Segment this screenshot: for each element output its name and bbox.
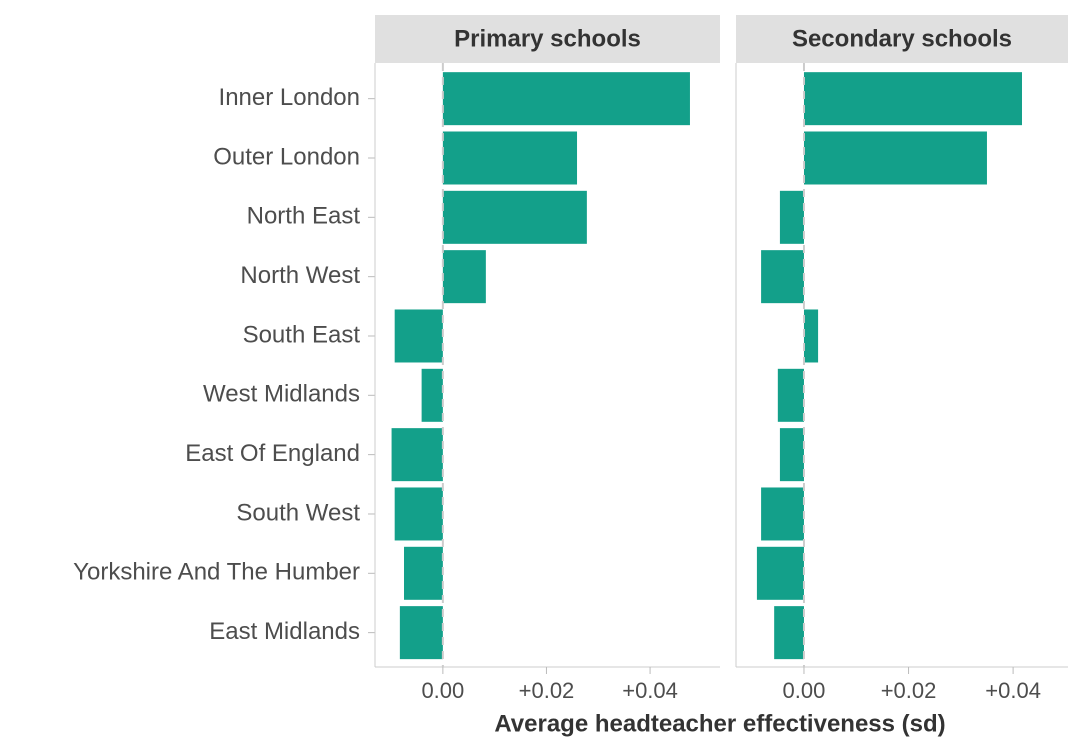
y-tick-label: South East bbox=[243, 321, 361, 348]
bar bbox=[779, 428, 804, 482]
x-tick-label: +0.04 bbox=[622, 678, 678, 703]
facet-strip bbox=[736, 15, 1068, 63]
bar bbox=[774, 606, 804, 660]
bar bbox=[779, 190, 804, 244]
bar bbox=[394, 309, 443, 363]
y-tick-label: Inner London bbox=[219, 84, 360, 111]
y-tick-label: East Of England bbox=[185, 440, 360, 467]
y-tick-label: West Midlands bbox=[203, 381, 360, 408]
x-tick-label: +0.04 bbox=[985, 678, 1041, 703]
bar bbox=[761, 250, 804, 304]
x-tick-label: 0.00 bbox=[783, 678, 826, 703]
x-tick-label: +0.02 bbox=[519, 678, 575, 703]
bar bbox=[404, 546, 443, 600]
bar bbox=[442, 131, 578, 185]
bar bbox=[803, 72, 1022, 126]
x-tick-label: 0.00 bbox=[421, 678, 464, 703]
bar bbox=[803, 309, 819, 363]
y-tick-label: Outer London bbox=[213, 143, 360, 170]
bar bbox=[394, 487, 443, 541]
bar bbox=[777, 368, 804, 422]
bar bbox=[442, 72, 690, 126]
facet-strip bbox=[375, 15, 720, 63]
bar bbox=[421, 368, 443, 422]
y-tick-label: Yorkshire And The Humber bbox=[73, 559, 360, 586]
y-tick-label: East Midlands bbox=[209, 618, 360, 645]
x-axis-title: Average headteacher effectiveness (sd) bbox=[494, 710, 945, 737]
facet-title: Primary schools bbox=[454, 25, 641, 52]
x-tick-label: +0.02 bbox=[881, 678, 937, 703]
y-tick-label: South West bbox=[236, 499, 360, 526]
y-tick-label: North East bbox=[247, 203, 361, 230]
bar bbox=[761, 487, 804, 541]
bar bbox=[399, 606, 443, 660]
bar bbox=[442, 190, 587, 244]
bar bbox=[803, 131, 987, 185]
bar bbox=[756, 546, 804, 600]
facet-title: Secondary schools bbox=[792, 25, 1012, 52]
bar bbox=[442, 250, 486, 304]
y-tick-label: North West bbox=[240, 262, 360, 289]
bar bbox=[391, 428, 443, 482]
